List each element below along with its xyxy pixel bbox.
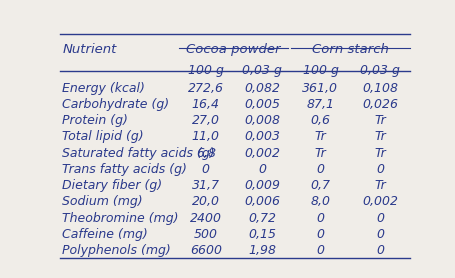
Text: 16,4: 16,4 xyxy=(192,98,220,111)
Text: 0: 0 xyxy=(376,244,384,257)
Text: 100 g: 100 g xyxy=(188,64,224,77)
Text: Tr: Tr xyxy=(374,147,386,160)
Text: 2400: 2400 xyxy=(190,212,222,225)
Text: Corn starch: Corn starch xyxy=(312,43,389,56)
Text: 6600: 6600 xyxy=(190,244,222,257)
Text: 0,7: 0,7 xyxy=(310,179,330,192)
Text: Tr: Tr xyxy=(314,130,326,143)
Text: 500: 500 xyxy=(194,228,218,241)
Text: 0: 0 xyxy=(317,244,324,257)
Text: Protein (g): Protein (g) xyxy=(62,114,128,127)
Text: 0: 0 xyxy=(317,212,324,225)
Text: 0,002: 0,002 xyxy=(244,147,280,160)
Text: Theobromine (mg): Theobromine (mg) xyxy=(62,212,179,225)
Text: 0,03 g: 0,03 g xyxy=(243,64,282,77)
Text: 0,005: 0,005 xyxy=(244,98,280,111)
Text: 100 g: 100 g xyxy=(303,64,339,77)
Text: 11,0: 11,0 xyxy=(192,130,220,143)
Text: 361,0: 361,0 xyxy=(303,81,339,95)
Text: Saturated fatty acids (g): Saturated fatty acids (g) xyxy=(62,147,215,160)
Text: 0,026: 0,026 xyxy=(363,98,399,111)
Text: Energy (kcal): Energy (kcal) xyxy=(62,81,145,95)
Text: 0: 0 xyxy=(317,228,324,241)
Text: 27,0: 27,0 xyxy=(192,114,220,127)
Text: Sodium (mg): Sodium (mg) xyxy=(62,195,143,208)
Text: Polyphenols (mg): Polyphenols (mg) xyxy=(62,244,171,257)
Text: 0,002: 0,002 xyxy=(363,195,399,208)
Text: 272,6: 272,6 xyxy=(188,81,224,95)
Text: 87,1: 87,1 xyxy=(307,98,334,111)
Text: 0,72: 0,72 xyxy=(248,212,276,225)
Text: Tr: Tr xyxy=(314,147,326,160)
Text: 6,8: 6,8 xyxy=(196,147,216,160)
Text: 0,009: 0,009 xyxy=(244,179,280,192)
Text: Trans fatty acids (g): Trans fatty acids (g) xyxy=(62,163,187,176)
Text: 1,98: 1,98 xyxy=(248,244,276,257)
Text: 0,006: 0,006 xyxy=(244,195,280,208)
Text: 31,7: 31,7 xyxy=(192,179,220,192)
Text: Caffeine (mg): Caffeine (mg) xyxy=(62,228,148,241)
Text: 0,15: 0,15 xyxy=(248,228,276,241)
Text: 0: 0 xyxy=(317,163,324,176)
Text: Dietary fiber (g): Dietary fiber (g) xyxy=(62,179,162,192)
Text: 8,0: 8,0 xyxy=(310,195,330,208)
Text: 0: 0 xyxy=(202,163,210,176)
Text: 0,108: 0,108 xyxy=(363,81,399,95)
Text: Cocoa powder: Cocoa powder xyxy=(186,43,280,56)
Text: 0: 0 xyxy=(376,212,384,225)
Text: 0,03 g: 0,03 g xyxy=(360,64,400,77)
Text: 0,082: 0,082 xyxy=(244,81,280,95)
Text: Tr: Tr xyxy=(374,130,386,143)
Text: Tr: Tr xyxy=(374,179,386,192)
Text: Nutrient: Nutrient xyxy=(62,43,116,56)
Text: Total lipid (g): Total lipid (g) xyxy=(62,130,144,143)
Text: 0,6: 0,6 xyxy=(310,114,330,127)
Text: 0: 0 xyxy=(258,163,266,176)
Text: Carbohydrate (g): Carbohydrate (g) xyxy=(62,98,169,111)
Text: 0: 0 xyxy=(376,228,384,241)
Text: Tr: Tr xyxy=(374,114,386,127)
Text: 0,003: 0,003 xyxy=(244,130,280,143)
Text: 0: 0 xyxy=(376,163,384,176)
Text: 20,0: 20,0 xyxy=(192,195,220,208)
Text: 0,008: 0,008 xyxy=(244,114,280,127)
